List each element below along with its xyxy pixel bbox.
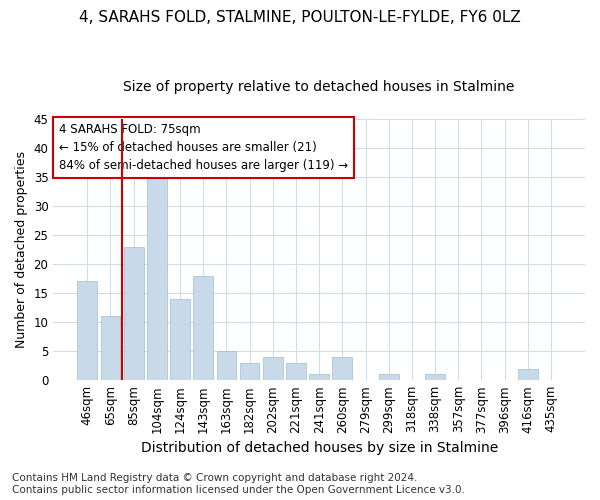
Bar xyxy=(240,363,259,380)
Bar xyxy=(193,276,213,380)
Bar xyxy=(147,177,167,380)
Bar xyxy=(286,363,306,380)
Title: Size of property relative to detached houses in Stalmine: Size of property relative to detached ho… xyxy=(124,80,515,94)
Bar xyxy=(309,374,329,380)
Bar xyxy=(332,357,352,380)
Bar xyxy=(518,368,538,380)
Bar xyxy=(263,357,283,380)
Bar xyxy=(170,299,190,380)
Text: 4 SARAHS FOLD: 75sqm
← 15% of detached houses are smaller (21)
84% of semi-detac: 4 SARAHS FOLD: 75sqm ← 15% of detached h… xyxy=(59,122,348,172)
Bar xyxy=(425,374,445,380)
X-axis label: Distribution of detached houses by size in Stalmine: Distribution of detached houses by size … xyxy=(140,441,498,455)
Text: Contains HM Land Registry data © Crown copyright and database right 2024.
Contai: Contains HM Land Registry data © Crown c… xyxy=(12,474,465,495)
Bar xyxy=(101,316,121,380)
Y-axis label: Number of detached properties: Number of detached properties xyxy=(15,151,28,348)
Bar xyxy=(77,282,97,380)
Bar xyxy=(124,246,143,380)
Text: 4, SARAHS FOLD, STALMINE, POULTON-LE-FYLDE, FY6 0LZ: 4, SARAHS FOLD, STALMINE, POULTON-LE-FYL… xyxy=(79,10,521,25)
Bar xyxy=(217,351,236,380)
Bar xyxy=(379,374,398,380)
